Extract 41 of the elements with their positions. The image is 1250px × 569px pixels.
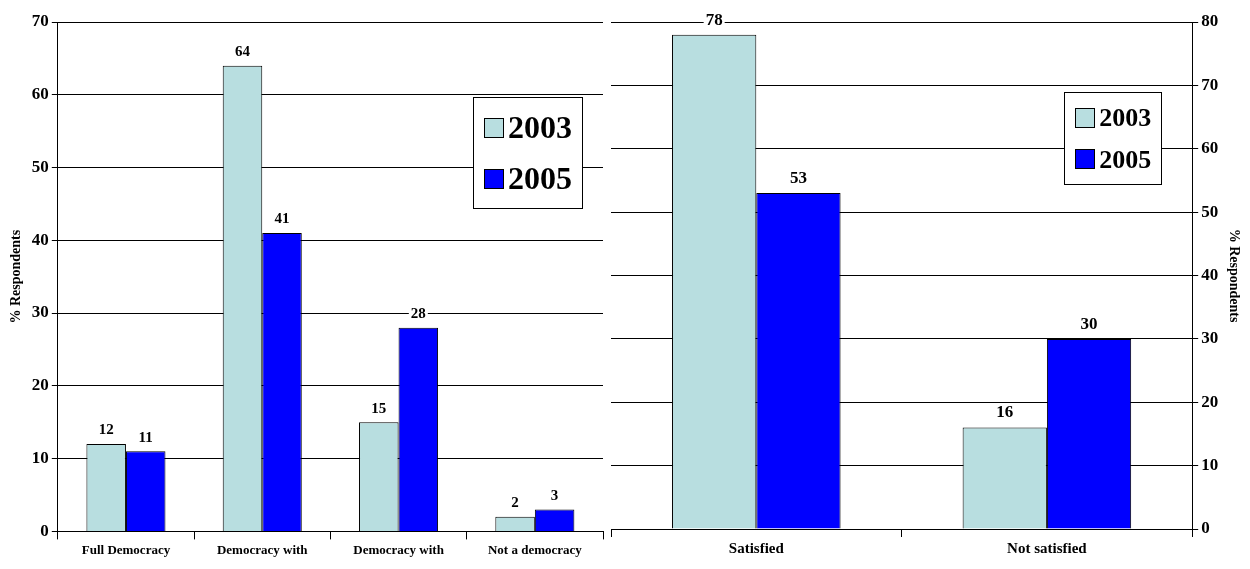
y2-tick-label: 60 [1201, 138, 1219, 158]
y2-axis-title: % Respondents [1226, 228, 1242, 323]
y-tick-label: 20 [31, 375, 49, 395]
x-tick-label: Democracy with [216, 541, 309, 557]
data-label: 15 [371, 399, 387, 416]
data-label: 41 [274, 210, 290, 227]
data-label: 11 [138, 428, 153, 445]
data-label: 30 [1080, 313, 1098, 333]
legend-label: 2005 [507, 159, 572, 199]
data-label: 3 [550, 486, 559, 503]
y-axis-title: % Respondents [8, 229, 24, 324]
y-tick-label: 60 [31, 84, 49, 104]
data-label: 78 [705, 9, 723, 29]
data-label: 53 [789, 168, 807, 187]
y-tick-label: 30 [31, 302, 49, 322]
y2-tick-label: 10 [1201, 455, 1219, 475]
y-tick-label: 10 [31, 448, 49, 468]
legend-label: 2003 [1098, 102, 1152, 134]
data-label: 12 [98, 421, 114, 438]
y2-tick-label: 0 [1201, 518, 1210, 538]
y2-tick-label: 20 [1201, 391, 1219, 411]
legend-label: 2005 [1098, 143, 1152, 176]
y-tick-label: 70 [31, 11, 49, 31]
y2-tick-label: 40 [1201, 264, 1219, 284]
x-tick-label: Full Democracy [81, 541, 171, 557]
y-tick-label: 50 [31, 156, 49, 176]
y2-tick-label: 30 [1201, 328, 1219, 348]
y-tick-label: 40 [31, 229, 49, 249]
y-tick-label: 0 [40, 520, 49, 540]
x-tick-label: Democracy with [353, 541, 445, 557]
data-label: 64 [234, 43, 251, 60]
legend-label: 2003 [507, 108, 572, 147]
y2-tick-label: 80 [1201, 11, 1219, 31]
x-tick-label: Satisfied [728, 539, 785, 556]
data-label: 16 [996, 402, 1014, 422]
data-label: 28 [410, 305, 426, 322]
y2-tick-label: 70 [1201, 74, 1219, 94]
data-label: 2 [511, 494, 519, 511]
x-tick-label: Not satisfied [1007, 539, 1088, 556]
y2-tick-label: 50 [1201, 201, 1219, 221]
x-tick-label: Not a democracy [487, 541, 583, 557]
